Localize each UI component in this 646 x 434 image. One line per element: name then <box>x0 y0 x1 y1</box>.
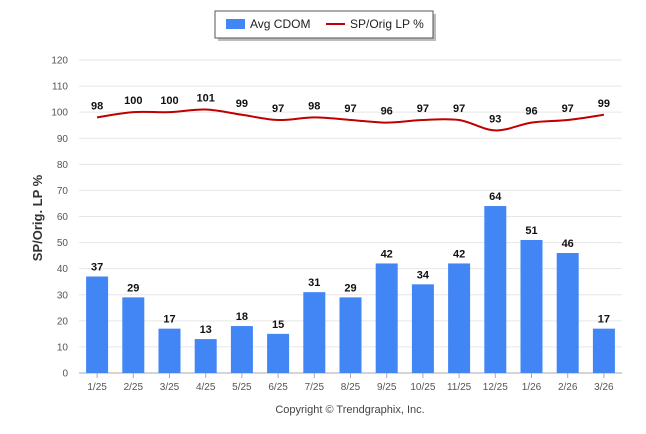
y-tick-label: 80 <box>57 160 69 171</box>
y-tick-label: 10 <box>57 342 69 353</box>
x-tick-label: 2/25 <box>124 382 144 393</box>
line-data-label: 98 <box>91 100 103 112</box>
line-data-label: 99 <box>236 98 248 110</box>
x-tick-label: 3/25 <box>160 382 180 393</box>
x-tick-label: 4/25 <box>196 382 216 393</box>
bar <box>339 297 362 373</box>
legend-box <box>214 10 434 39</box>
data-labels: 37 29 17 13 18 15 31 29 42 34 42 64 51 46 17 98 100 100 10… <box>91 93 610 337</box>
y-tick-label: 50 <box>57 238 69 249</box>
x-tick-label: 12/25 <box>483 382 508 393</box>
y-tick-label: 100 <box>51 108 68 119</box>
x-tick-label: 5/25 <box>232 382 252 393</box>
bar <box>375 263 398 373</box>
bar <box>448 263 471 373</box>
legend-label-line: SP/Orig LP % <box>350 17 424 31</box>
bar-data-label: 34 <box>417 269 430 281</box>
bar <box>520 239 543 373</box>
bar <box>556 253 579 373</box>
bar <box>592 328 615 373</box>
line-data-label: 100 <box>124 95 142 107</box>
line-data-label: 98 <box>308 100 320 112</box>
line-data-label: 96 <box>381 106 393 118</box>
bar-data-label: 18 <box>236 311 248 323</box>
bar-data-label: 46 <box>562 238 574 250</box>
line-data-label: 99 <box>598 98 610 110</box>
x-tick-label: 3/26 <box>594 382 614 393</box>
bar-series <box>86 206 615 373</box>
line-data-label: 97 <box>417 103 429 115</box>
x-tick-label: 1/26 <box>522 382 542 393</box>
legend: Avg CDOM SP/Orig LP % <box>214 10 436 41</box>
bar <box>411 284 434 373</box>
gridlines <box>79 59 622 348</box>
legend-label-bar: Avg CDOM <box>250 17 310 31</box>
line-data-label: 97 <box>562 103 574 115</box>
bar <box>194 339 217 373</box>
x-tick-label: 7/25 <box>305 382 325 393</box>
line-data-label: 100 <box>160 95 178 107</box>
line-data-label: 97 <box>453 103 465 115</box>
line-data-label: 97 <box>272 103 284 115</box>
bar-data-label: 29 <box>344 282 356 294</box>
y-tick-label: 90 <box>57 134 69 145</box>
bar-data-label: 15 <box>272 319 284 331</box>
y-tick-label: 120 <box>51 56 68 67</box>
copyright-footer: Copyright © Trendgraphix, Inc. <box>275 404 424 416</box>
y-tick-label: 40 <box>57 264 69 275</box>
legend-swatch-bar <box>226 19 245 29</box>
line-data-label: 101 <box>197 93 215 105</box>
bar-data-label: 42 <box>381 248 393 260</box>
bar <box>230 326 253 373</box>
line-data-label: 93 <box>489 113 501 125</box>
y-tick-label: 20 <box>57 316 69 327</box>
bar-data-label: 37 <box>91 261 103 273</box>
bar-data-label: 13 <box>200 324 212 336</box>
line-data-label: 97 <box>344 103 356 115</box>
x-tick-label: 6/25 <box>268 382 288 393</box>
y-tick-label: 0 <box>62 369 68 380</box>
bar-data-label: 51 <box>525 225 537 237</box>
x-tick-label: 2/26 <box>558 382 578 393</box>
bar-data-label: 42 <box>453 248 465 260</box>
x-tick-label: 11/25 <box>447 382 472 393</box>
bar <box>122 297 145 373</box>
bar <box>86 276 109 373</box>
y-tick-label: 70 <box>57 186 69 197</box>
bar-data-label: 64 <box>489 191 502 203</box>
bar-data-label: 17 <box>598 314 610 326</box>
bar-data-label: 31 <box>308 277 320 289</box>
bar <box>158 328 181 373</box>
bar <box>484 206 507 373</box>
x-tick-label: 1/25 <box>87 382 107 393</box>
y-tick-label: 60 <box>57 212 69 223</box>
x-tick-label: 10/25 <box>410 382 435 393</box>
x-tick-label: 8/25 <box>341 382 361 393</box>
bar <box>267 333 290 373</box>
y-axis-label: SP/Orig. LP % <box>30 174 45 261</box>
y-tick-label: 30 <box>57 290 69 301</box>
line-data-label: 96 <box>525 106 537 118</box>
x-tick-label: 9/25 <box>377 382 397 393</box>
bar <box>303 292 326 373</box>
y-tick-label: 110 <box>52 82 68 93</box>
bar-data-label: 17 <box>163 314 175 326</box>
line-series <box>96 108 605 132</box>
bar-data-label: 29 <box>127 282 139 294</box>
